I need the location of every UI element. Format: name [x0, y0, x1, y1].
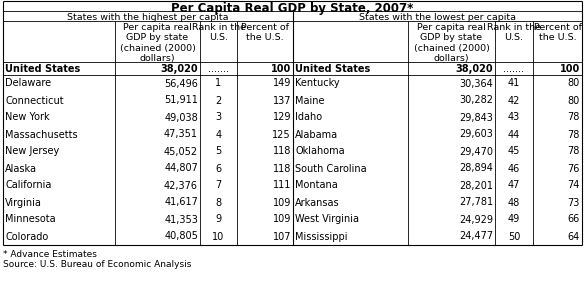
Text: 27,781: 27,781 — [459, 197, 493, 208]
Text: 80: 80 — [568, 79, 580, 88]
Text: 5: 5 — [215, 147, 222, 157]
Text: 29,470: 29,470 — [459, 147, 493, 157]
Text: 38,020: 38,020 — [160, 64, 198, 73]
Text: 24,929: 24,929 — [459, 214, 493, 225]
Text: Alaska: Alaska — [5, 164, 37, 173]
Text: Maine: Maine — [295, 95, 325, 105]
Text: 100: 100 — [271, 64, 291, 73]
Text: 44: 44 — [508, 129, 520, 140]
Text: 42,376: 42,376 — [164, 181, 198, 190]
Text: 51,911: 51,911 — [164, 95, 198, 105]
Text: 109: 109 — [273, 197, 291, 208]
Text: Alabama: Alabama — [295, 129, 338, 140]
Text: 125: 125 — [273, 129, 291, 140]
Text: Kentucky: Kentucky — [295, 79, 340, 88]
Text: Arkansas: Arkansas — [295, 197, 340, 208]
Text: Percent of
the U.S.: Percent of the U.S. — [534, 23, 581, 42]
Text: 28,894: 28,894 — [459, 164, 493, 173]
Text: 80: 80 — [568, 95, 580, 105]
Text: .......: ....... — [208, 64, 229, 73]
Text: Montana: Montana — [295, 181, 338, 190]
Text: 48: 48 — [508, 197, 520, 208]
Text: 10: 10 — [212, 231, 225, 242]
Text: 118: 118 — [273, 164, 291, 173]
Text: 56,496: 56,496 — [164, 79, 198, 88]
Text: 38,020: 38,020 — [455, 64, 493, 73]
Text: 4: 4 — [215, 129, 222, 140]
Text: Percent of
the U.S.: Percent of the U.S. — [241, 23, 289, 42]
Text: 78: 78 — [567, 129, 580, 140]
Text: 1: 1 — [215, 79, 222, 88]
Text: Oklahoma: Oklahoma — [295, 147, 345, 157]
Text: 40,805: 40,805 — [164, 231, 198, 242]
Text: 44,807: 44,807 — [164, 164, 198, 173]
Text: 29,843: 29,843 — [459, 112, 493, 123]
Text: 78: 78 — [567, 147, 580, 157]
Text: 76: 76 — [567, 164, 580, 173]
Text: 28,201: 28,201 — [459, 181, 493, 190]
Text: United States: United States — [295, 64, 370, 73]
Text: United States: United States — [5, 64, 80, 73]
Text: 149: 149 — [273, 79, 291, 88]
Text: 2: 2 — [215, 95, 222, 105]
Text: 7: 7 — [215, 181, 222, 190]
Text: Idaho: Idaho — [295, 112, 322, 123]
Text: 41,617: 41,617 — [164, 197, 198, 208]
Text: 111: 111 — [273, 181, 291, 190]
Text: West Virginia: West Virginia — [295, 214, 359, 225]
Text: 74: 74 — [567, 181, 580, 190]
Text: States with the lowest per capita: States with the lowest per capita — [359, 12, 516, 21]
Text: 30,282: 30,282 — [459, 95, 493, 105]
Text: 78: 78 — [567, 112, 580, 123]
Text: Per capita real
GDP by state
(chained (2000)
dollars): Per capita real GDP by state (chained (2… — [119, 23, 195, 63]
Text: 73: 73 — [567, 197, 580, 208]
Text: South Carolina: South Carolina — [295, 164, 367, 173]
Text: Per capita real
GDP by state
(chained (2000)
dollars): Per capita real GDP by state (chained (2… — [414, 23, 490, 63]
Text: 45,052: 45,052 — [164, 147, 198, 157]
Text: Virginia: Virginia — [5, 197, 42, 208]
Text: 66: 66 — [568, 214, 580, 225]
Text: 42: 42 — [508, 95, 520, 105]
Text: New Jersey: New Jersey — [5, 147, 59, 157]
Text: 41: 41 — [508, 79, 520, 88]
Text: 49: 49 — [508, 214, 520, 225]
Text: 109: 109 — [273, 214, 291, 225]
Text: 3: 3 — [215, 112, 222, 123]
Text: 45: 45 — [508, 147, 520, 157]
Text: 9: 9 — [215, 214, 222, 225]
Text: 24,477: 24,477 — [459, 231, 493, 242]
Text: Connecticut: Connecticut — [5, 95, 64, 105]
Text: 43: 43 — [508, 112, 520, 123]
Text: .......: ....... — [504, 64, 525, 73]
Text: 118: 118 — [273, 147, 291, 157]
Text: 6: 6 — [215, 164, 222, 173]
Text: Source: U.S. Bureau of Economic Analysis: Source: U.S. Bureau of Economic Analysis — [3, 260, 191, 269]
Text: 107: 107 — [273, 231, 291, 242]
Text: 46: 46 — [508, 164, 520, 173]
Text: 47,351: 47,351 — [164, 129, 198, 140]
Text: 100: 100 — [560, 64, 580, 73]
Text: 129: 129 — [273, 112, 291, 123]
Text: 49,038: 49,038 — [164, 112, 198, 123]
Text: 8: 8 — [215, 197, 222, 208]
Text: 47: 47 — [508, 181, 520, 190]
Text: Rank in the
U.S.: Rank in the U.S. — [191, 23, 246, 42]
Text: 41,353: 41,353 — [164, 214, 198, 225]
Text: New York: New York — [5, 112, 50, 123]
Text: Colorado: Colorado — [5, 231, 48, 242]
Text: 50: 50 — [508, 231, 520, 242]
Text: Delaware: Delaware — [5, 79, 51, 88]
Text: Minnesota: Minnesota — [5, 214, 56, 225]
Text: 64: 64 — [568, 231, 580, 242]
Text: Per Capita Real GDP by State, 2007*: Per Capita Real GDP by State, 2007* — [171, 2, 414, 15]
Text: Massachusetts: Massachusetts — [5, 129, 78, 140]
Text: States with the highest per capita: States with the highest per capita — [67, 12, 229, 21]
Text: Rank in the
U.S.: Rank in the U.S. — [487, 23, 541, 42]
Text: 137: 137 — [273, 95, 291, 105]
Text: 30,364: 30,364 — [459, 79, 493, 88]
Text: Mississippi: Mississippi — [295, 231, 347, 242]
Text: * Advance Estimates: * Advance Estimates — [3, 250, 97, 259]
Text: California: California — [5, 181, 51, 190]
Text: 29,603: 29,603 — [459, 129, 493, 140]
